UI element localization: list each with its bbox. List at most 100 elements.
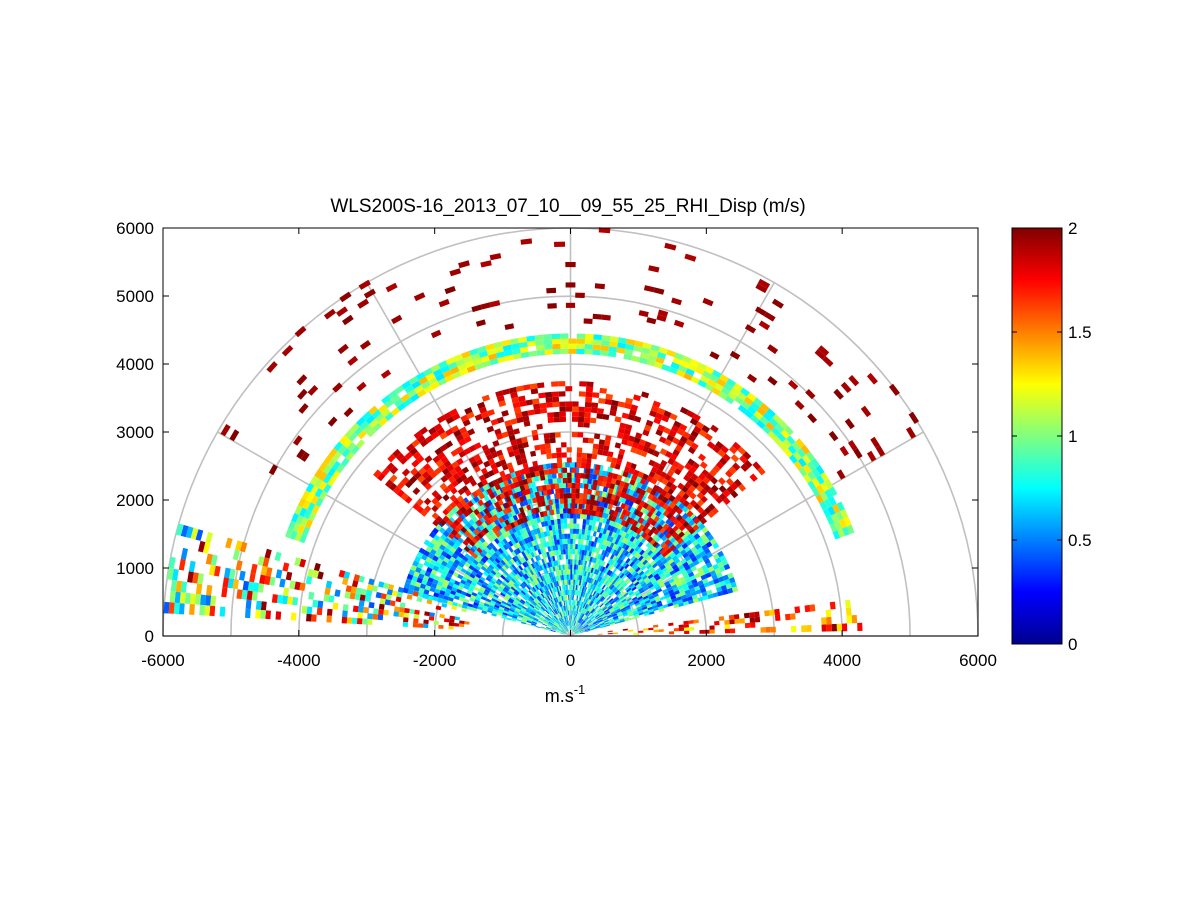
data-cell (581, 462, 587, 469)
azimuth-spoke (570, 431, 924, 637)
data-cell (599, 623, 605, 627)
data-cell (666, 512, 673, 520)
data-cell (556, 628, 562, 631)
data-cell (542, 623, 547, 627)
data-cell (466, 365, 476, 373)
data-cell (594, 625, 600, 628)
data-cell (453, 353, 463, 362)
data-cell (601, 615, 607, 620)
data-cell (302, 500, 311, 510)
data-cell (555, 630, 561, 633)
data-cell (629, 479, 636, 486)
data-cell (567, 589, 570, 595)
data-cell (574, 628, 579, 633)
data-cell (607, 524, 612, 531)
data-cell (530, 575, 535, 581)
data-cell (705, 541, 713, 548)
data-cell (587, 530, 591, 536)
data-cell (644, 569, 650, 575)
data-cell (557, 607, 561, 613)
data-cell (587, 478, 592, 485)
data-cell (561, 629, 567, 633)
data-cell (774, 608, 780, 616)
data-cell (526, 477, 533, 484)
data-cell (578, 606, 581, 612)
data-cell (279, 578, 286, 588)
data-cell (469, 498, 476, 506)
data-cell (489, 548, 496, 555)
data-cell (526, 599, 532, 604)
data-cell (530, 563, 536, 569)
data-cell (572, 615, 574, 621)
data-cell (315, 497, 324, 507)
data-cell (559, 544, 563, 550)
data-cell (570, 579, 572, 585)
data-cell (600, 596, 605, 602)
data-cell (576, 348, 585, 355)
data-cell (554, 483, 560, 489)
data-cell (447, 600, 453, 606)
data-cell (609, 336, 619, 343)
data-cell (534, 533, 540, 540)
data-cell (598, 576, 603, 582)
data-cell (689, 417, 699, 426)
data-cell (636, 568, 643, 575)
data-cell (591, 520, 597, 527)
data-cell (555, 621, 560, 626)
data-cell (175, 523, 184, 536)
data-cell (634, 602, 641, 607)
data-cell (634, 574, 641, 580)
data-cell (532, 534, 537, 541)
data-cell (703, 581, 710, 588)
data-cell (447, 550, 454, 557)
data-cell (510, 510, 517, 517)
data-cell (599, 577, 604, 583)
data-cell (310, 485, 319, 496)
data-cell (725, 469, 734, 478)
data-cell (529, 383, 538, 390)
data-cell (562, 622, 566, 627)
data-cell (635, 539, 641, 546)
data-cell (682, 492, 690, 501)
data-cell (569, 589, 571, 595)
data-cell (669, 501, 676, 509)
data-cell (599, 622, 605, 626)
data-cell (355, 439, 365, 449)
data-cell (648, 611, 655, 615)
data-cell (492, 440, 500, 447)
data-cell (396, 591, 403, 598)
data-cell (275, 611, 282, 620)
data-cell (626, 587, 632, 593)
data-cell (624, 498, 631, 505)
data-cell (699, 375, 710, 384)
data-cell (664, 450, 673, 458)
data-cell (648, 265, 660, 273)
data-cell (552, 348, 561, 355)
data-cell (507, 599, 514, 604)
data-cell (620, 560, 626, 567)
data-cell (697, 362, 707, 371)
data-cell (522, 617, 528, 621)
data-cell (355, 587, 362, 595)
data-cell (698, 583, 705, 590)
data-cell (496, 612, 503, 616)
data-cell (497, 578, 503, 584)
data-cell (687, 477, 695, 485)
data-cell (640, 572, 646, 578)
data-cell (682, 500, 690, 508)
data-cell (430, 381, 440, 390)
data-cell (621, 554, 627, 561)
data-cell (638, 439, 646, 446)
data-cell (488, 458, 495, 466)
data-cell (544, 591, 549, 597)
data-cell (466, 507, 474, 515)
data-cell (365, 414, 376, 425)
data-cell (653, 417, 662, 425)
data-cell (595, 627, 601, 630)
data-cell (760, 627, 766, 633)
data-cell (342, 577, 349, 586)
data-cell (617, 592, 623, 598)
data-cell (711, 574, 718, 580)
data-cell (665, 583, 672, 589)
data-cell (548, 621, 554, 625)
